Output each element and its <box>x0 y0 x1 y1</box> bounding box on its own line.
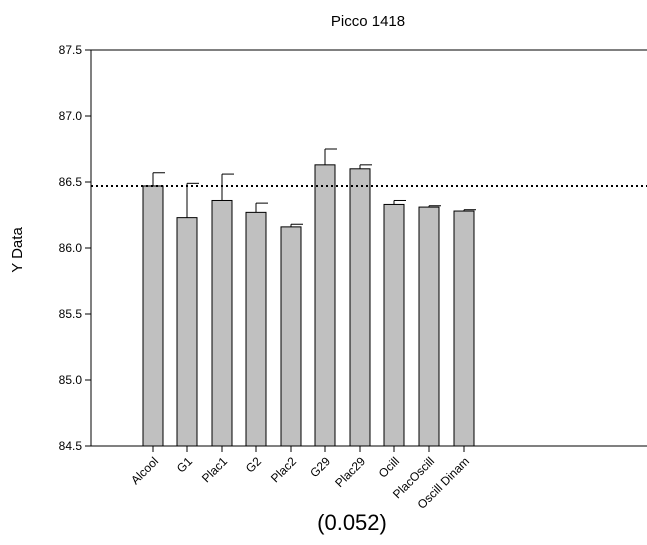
bar <box>142 185 164 447</box>
x-tick-label: Plac29 <box>332 454 368 490</box>
bar <box>314 164 336 447</box>
bar <box>176 217 198 447</box>
bar <box>383 203 405 447</box>
y-tick-label: 85.0 <box>59 373 83 387</box>
y-tick-label: 85.5 <box>59 307 83 321</box>
y-axis-label: Y Data <box>9 227 26 273</box>
x-tick-label: G29 <box>307 454 333 480</box>
bar <box>453 210 475 447</box>
y-tick-label: 84.5 <box>59 439 83 453</box>
y-tick-label: 87.5 <box>59 43 83 57</box>
x-tick-label: Plac2 <box>268 454 299 485</box>
x-tick-label: G2 <box>243 454 264 475</box>
bar <box>211 199 233 447</box>
bar <box>280 226 302 447</box>
x-tick-label: Plac1 <box>199 454 230 485</box>
x-tick-label: G1 <box>174 454 195 475</box>
x-tick-label: Alcool <box>128 454 161 487</box>
y-tick-label: 87.0 <box>59 109 83 123</box>
bar <box>245 211 267 447</box>
bar <box>418 206 440 447</box>
footer-value: (0.052) <box>317 510 387 535</box>
y-tick-label: 86.0 <box>59 241 83 255</box>
bar <box>349 168 371 447</box>
y-tick-label: 86.5 <box>59 175 83 189</box>
chart-title: Picco 1418 <box>331 13 405 30</box>
x-tick-label: Ocill <box>376 454 402 480</box>
